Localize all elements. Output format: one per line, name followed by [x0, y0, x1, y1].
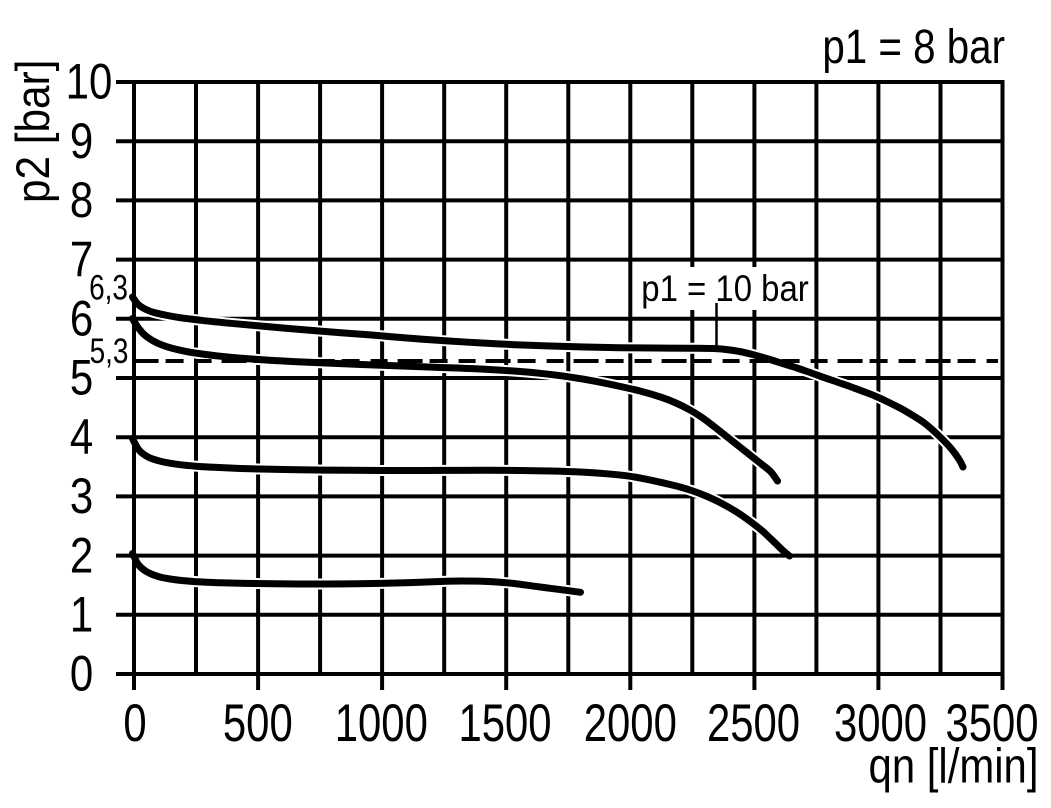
svg-text:500: 500 — [223, 694, 293, 753]
svg-text:p2 [bar]: p2 [bar] — [8, 60, 60, 203]
svg-text:7: 7 — [70, 231, 93, 287]
svg-text:p1 = 10 bar: p1 = 10 bar — [641, 268, 809, 309]
svg-text:5,3: 5,3 — [90, 331, 129, 371]
svg-text:4: 4 — [70, 408, 93, 464]
svg-text:3500: 3500 — [945, 694, 1038, 753]
svg-text:9: 9 — [70, 112, 93, 168]
svg-text:10: 10 — [66, 53, 113, 109]
svg-text:3000: 3000 — [834, 694, 927, 753]
svg-text:1500: 1500 — [458, 694, 551, 753]
svg-text:1: 1 — [70, 586, 93, 642]
svg-text:p1 = 8 bar: p1 = 8 bar — [822, 21, 1005, 74]
svg-text:0: 0 — [123, 694, 146, 753]
svg-text:3: 3 — [70, 468, 93, 524]
svg-text:8: 8 — [70, 172, 93, 228]
svg-text:2: 2 — [70, 527, 93, 583]
svg-text:1000: 1000 — [335, 694, 428, 753]
svg-text:qn [l/min]: qn [l/min] — [869, 738, 1039, 793]
svg-text:0: 0 — [70, 645, 93, 701]
svg-text:6,3: 6,3 — [89, 267, 128, 307]
svg-text:6: 6 — [70, 290, 93, 346]
svg-text:2000: 2000 — [584, 694, 677, 753]
svg-text:5: 5 — [70, 349, 93, 405]
svg-text:2500: 2500 — [707, 694, 800, 753]
